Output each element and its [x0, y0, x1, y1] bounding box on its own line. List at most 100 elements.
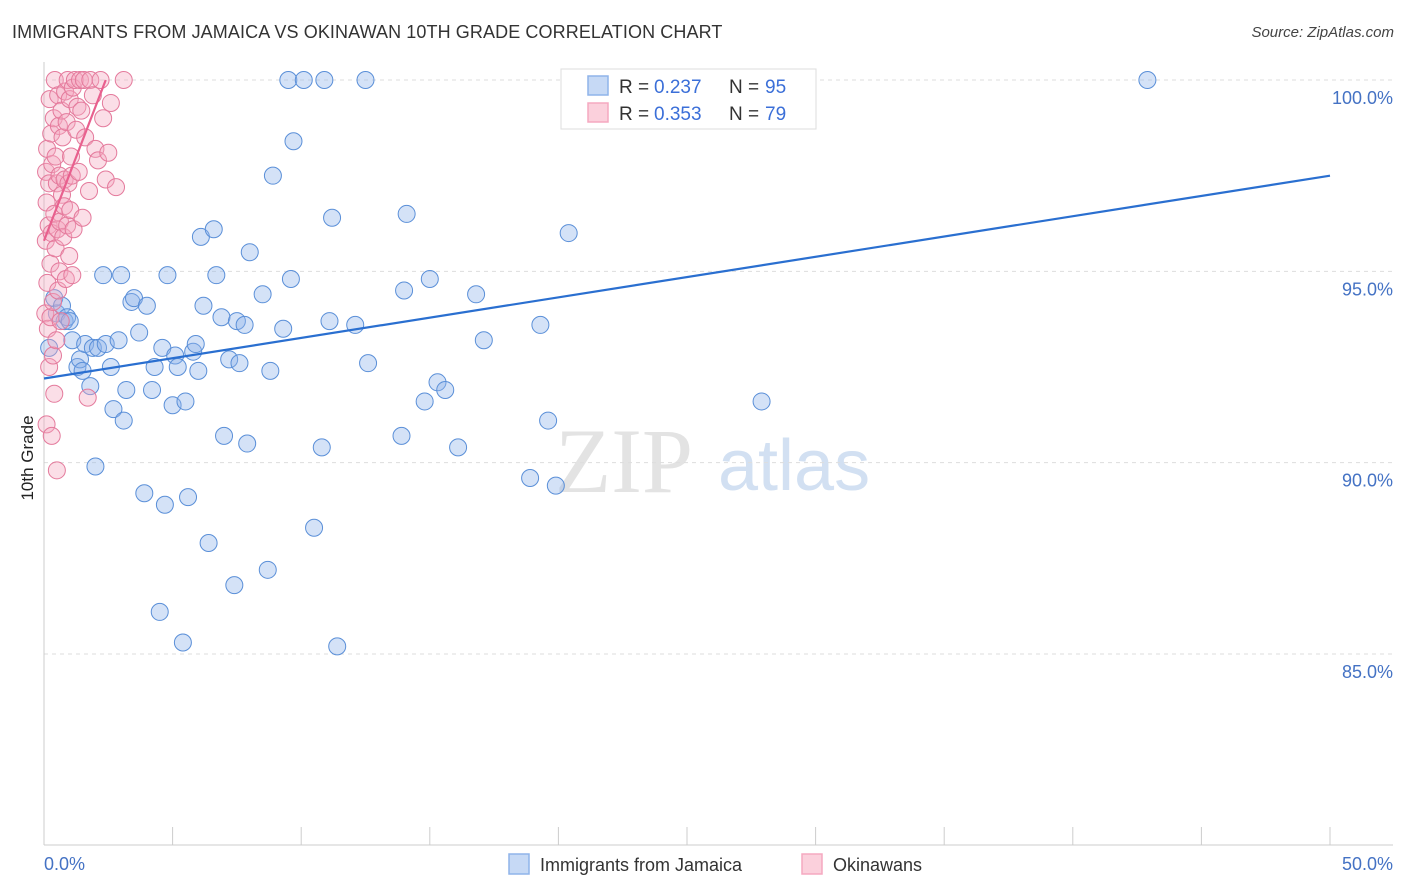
bottom-legend: Immigrants from Jamaica Okinawans [508, 853, 922, 875]
data-point [135, 484, 154, 503]
data-point [60, 312, 79, 331]
trendlines [42, 79, 1331, 380]
data-point [531, 315, 550, 334]
data-point [328, 637, 347, 656]
data-point [238, 434, 257, 453]
data-point [86, 457, 105, 476]
data-point [158, 266, 177, 285]
data-point [230, 354, 249, 373]
data-point [37, 415, 56, 434]
data-point [420, 269, 439, 288]
data-point [155, 495, 174, 514]
data-point [240, 243, 259, 262]
data-point [258, 560, 277, 579]
data-point [312, 438, 331, 457]
data-point [150, 602, 169, 621]
axes [43, 62, 1393, 846]
data-point [63, 266, 82, 285]
data-point [320, 312, 339, 331]
data-point [81, 71, 100, 89]
data-point [109, 331, 128, 350]
y-tick-label: 85.0% [1342, 662, 1393, 682]
data-point [40, 174, 59, 193]
data-point [449, 438, 468, 457]
data-point [71, 71, 90, 89]
data-point [752, 392, 771, 411]
stat-n-label-okinawans: N = [729, 104, 759, 125]
data-point [45, 71, 64, 89]
data-point [41, 308, 60, 327]
data-point [114, 71, 133, 89]
data-point [395, 281, 414, 300]
data-point [114, 411, 133, 430]
data-point [46, 147, 65, 166]
data-point [359, 354, 378, 373]
stat-legend-swatch-okinawans [587, 102, 609, 123]
data-point [428, 373, 447, 392]
legend-swatch-jamaica [508, 853, 530, 875]
data-point [173, 633, 192, 652]
data-point [189, 361, 208, 380]
legend-label-jamaica: Immigrants from Jamaica [540, 855, 743, 875]
data-point [253, 285, 272, 304]
data-point [315, 71, 334, 89]
data-point [42, 426, 61, 445]
data-point [107, 178, 126, 197]
data-point [72, 101, 91, 120]
data-point [225, 576, 244, 595]
data-point [176, 392, 195, 411]
data-point [40, 90, 59, 109]
y-tick-label: 100.0% [1332, 88, 1393, 108]
data-point [284, 132, 303, 151]
data-point [168, 358, 187, 376]
data-point [215, 426, 234, 445]
data-point [94, 266, 113, 285]
data-point [96, 170, 115, 189]
data-point [112, 266, 131, 285]
watermark: ZIP atlas [555, 410, 870, 512]
chart-source: Source: ZipAtlas.com [1251, 24, 1394, 41]
data-point [392, 426, 411, 445]
data-point [80, 181, 99, 200]
stat-r-value-jamaica: 0.237 [654, 77, 702, 98]
data-point [186, 335, 205, 354]
data-point [37, 162, 56, 181]
data-point [67, 120, 86, 139]
data-point [194, 296, 213, 315]
data-point [81, 377, 100, 396]
chart-title: IMMIGRANTS FROM JAMAICA VS OKINAWAN 10TH… [12, 22, 723, 42]
data-point [539, 411, 558, 430]
x-tick-labels: 0.0% 50.0% [44, 854, 1393, 874]
data-point [44, 292, 63, 311]
x-tick-label: 50.0% [1342, 854, 1393, 874]
data-point [274, 319, 293, 338]
y-tick-label: 95.0% [1342, 279, 1393, 299]
data-point [397, 204, 416, 223]
data-point [99, 143, 118, 162]
data-point [47, 461, 66, 480]
data-point [207, 266, 226, 285]
data-point [143, 380, 162, 399]
watermark-atlas: atlas [718, 426, 870, 506]
data-point [51, 312, 70, 331]
data-point [436, 380, 455, 399]
data-point [53, 128, 72, 147]
stat-legend-swatch-jamaica [587, 75, 609, 96]
data-point [130, 323, 149, 342]
data-point [235, 315, 254, 334]
data-point [220, 350, 239, 369]
data-point [281, 269, 300, 288]
data-point [57, 113, 76, 132]
legend-label-okinawans: Okinawans [833, 855, 922, 875]
data-point [40, 358, 59, 376]
data-point [204, 220, 223, 239]
data-point [89, 151, 108, 170]
data-point [47, 331, 66, 350]
data-point [199, 534, 218, 553]
data-point [305, 518, 324, 537]
stat-n-value-okinawans: 79 [765, 104, 786, 125]
y-tick-labels: 85.0% 90.0% 95.0% 100.0% [1332, 88, 1393, 682]
data-point [60, 247, 79, 266]
stat-n-label-jamaica: N = [729, 77, 759, 98]
